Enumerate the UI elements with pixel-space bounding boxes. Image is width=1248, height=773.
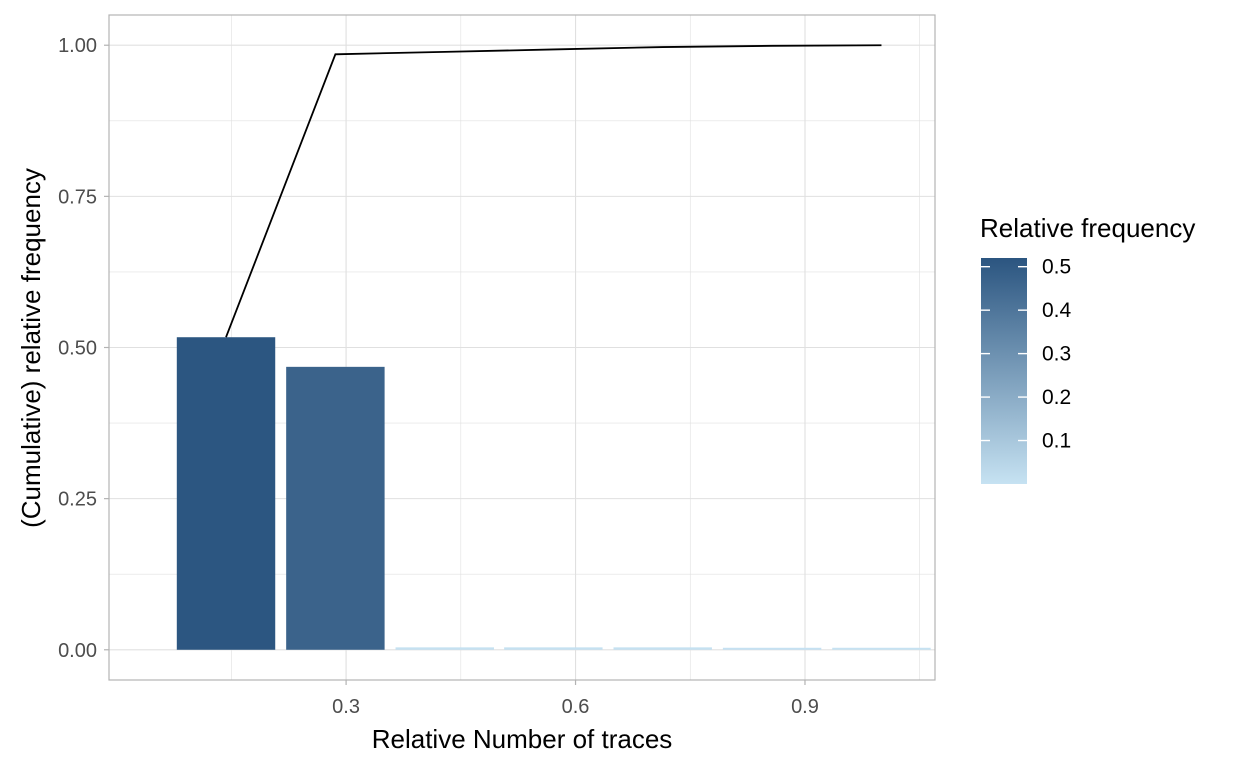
- bar: [176, 337, 276, 650]
- bar: [722, 647, 822, 650]
- legend-colorbar: [981, 258, 1027, 484]
- legend-label: 0.2: [1042, 386, 1071, 409]
- y-tick-label: 0.00: [58, 640, 97, 662]
- x-axis-title: Relative Number of traces: [372, 724, 673, 754]
- bar: [504, 647, 603, 650]
- y-tick-label: 0.50: [58, 338, 97, 360]
- y-tick-label: 1.00: [58, 35, 97, 57]
- legend-label: 0.3: [1042, 343, 1071, 366]
- legend-label: 0.1: [1042, 430, 1071, 453]
- bar: [395, 647, 494, 650]
- cumulative-line: [225, 44, 882, 338]
- y-tick-label: 0.75: [58, 186, 97, 208]
- x-tick-label: 0.6: [562, 696, 590, 718]
- legend: Relative frequency 0.1 0.2 0.3 0.4 0.5: [980, 213, 1195, 484]
- ticks-layer: 0.00 0.25 0.50 0.75 1.00 0.3 0.6 0.9: [58, 35, 819, 718]
- y-axis-title: (Cumulative) relative frequency: [16, 168, 46, 528]
- x-tick-label: 0.3: [332, 696, 360, 718]
- bar: [613, 647, 712, 650]
- bar: [286, 366, 385, 650]
- bars-layer: [176, 337, 931, 650]
- x-tick-label: 0.9: [791, 696, 819, 718]
- legend-title: Relative frequency: [980, 213, 1195, 243]
- y-tick-label: 0.25: [58, 489, 97, 511]
- bar: [832, 647, 931, 650]
- legend-label: 0.4: [1042, 299, 1072, 322]
- legend-ticks: 0.1 0.2 0.3 0.4 0.5: [981, 256, 1072, 453]
- legend-label: 0.5: [1042, 256, 1071, 279]
- cumulative-line-layer: [225, 44, 882, 338]
